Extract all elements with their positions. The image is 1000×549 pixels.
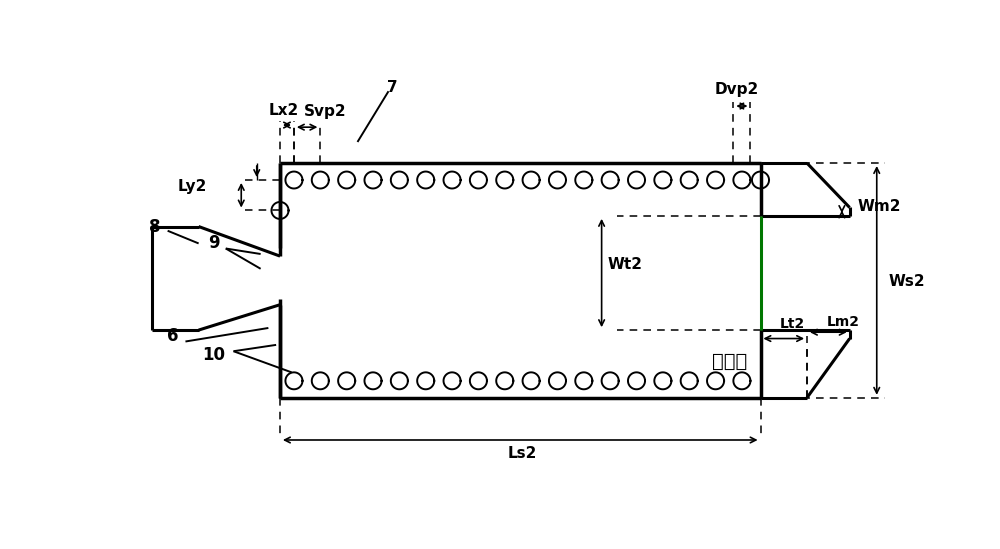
Text: 6: 6 (167, 327, 179, 345)
Text: 7: 7 (387, 80, 398, 94)
Text: Svp2: Svp2 (304, 104, 346, 119)
Text: Dvp2: Dvp2 (715, 82, 759, 97)
Text: Lm2: Lm2 (826, 315, 859, 329)
Text: 10: 10 (203, 346, 226, 365)
Text: Ly2: Ly2 (178, 179, 207, 194)
Text: Wt2: Wt2 (607, 257, 642, 272)
Text: Wm2: Wm2 (857, 199, 901, 214)
Text: 9: 9 (208, 234, 220, 253)
Text: Ws2: Ws2 (888, 274, 925, 289)
Text: 8: 8 (149, 217, 160, 236)
Text: 支路二: 支路二 (712, 352, 747, 371)
Text: Lx2: Lx2 (269, 103, 299, 118)
Text: Lt2: Lt2 (780, 317, 805, 330)
Text: Ls2: Ls2 (508, 446, 537, 462)
